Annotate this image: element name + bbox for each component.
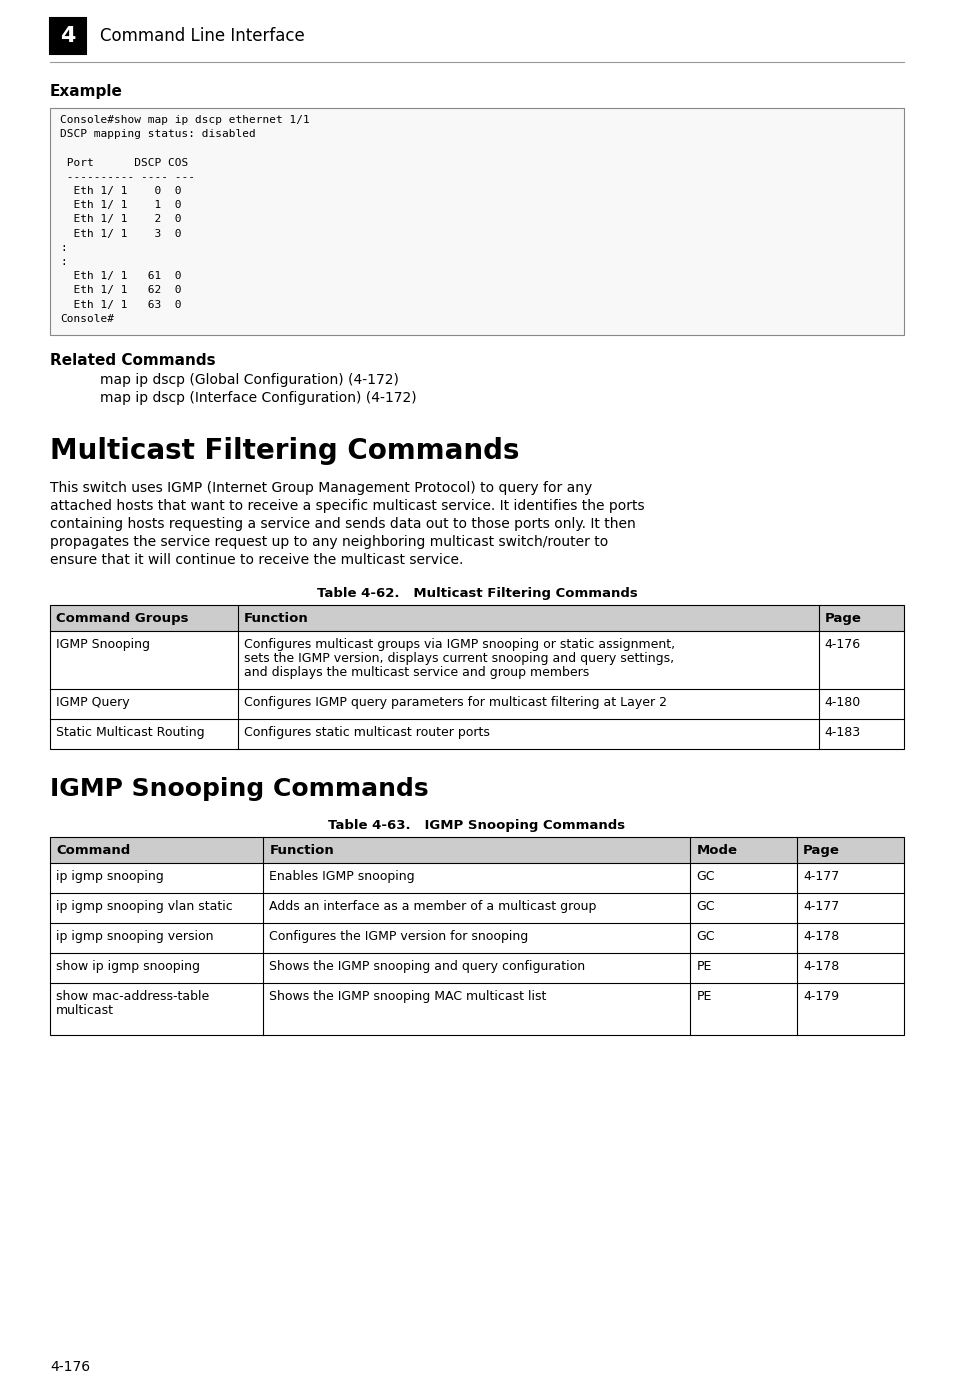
Text: Configures IGMP query parameters for multicast filtering at Layer 2: Configures IGMP query parameters for mul… [244, 695, 666, 709]
Text: Mode: Mode [696, 844, 737, 856]
Text: attached hosts that want to receive a specific multicast service. It identifies : attached hosts that want to receive a sp… [50, 500, 644, 514]
Text: IGMP Snooping Commands: IGMP Snooping Commands [50, 777, 428, 801]
Bar [50, 837, 903, 863]
Text: Console#: Console# [60, 314, 113, 323]
Text: Multicast Filtering Commands: Multicast Filtering Commands [50, 437, 519, 465]
Text: Command Groups: Command Groups [56, 612, 189, 625]
Text: 4-183: 4-183 [823, 726, 860, 738]
Text: Configures multicast groups via IGMP snooping or static assignment,: Configures multicast groups via IGMP sno… [244, 638, 675, 651]
Text: Eth 1/ 1    1  0: Eth 1/ 1 1 0 [60, 200, 181, 210]
Text: IGMP Query: IGMP Query [56, 695, 130, 709]
Text: 4-179: 4-179 [802, 990, 839, 1004]
Text: Example: Example [50, 85, 123, 99]
Text: show mac-address-table: show mac-address-table [56, 990, 209, 1004]
Text: 4-176: 4-176 [823, 638, 860, 651]
Text: ip igmp snooping version: ip igmp snooping version [56, 930, 213, 942]
Text: ---------- ---- ---: ---------- ---- --- [60, 172, 194, 182]
Text: map ip dscp (Interface Configuration) (4-172): map ip dscp (Interface Configuration) (4… [100, 391, 416, 405]
Text: Static Multicast Routing: Static Multicast Routing [56, 726, 204, 738]
Text: ensure that it will continue to receive the multicast service.: ensure that it will continue to receive … [50, 552, 463, 568]
Text: Console#show map ip dscp ethernet 1/1: Console#show map ip dscp ethernet 1/1 [60, 115, 310, 125]
Text: Shows the IGMP snooping and query configuration: Shows the IGMP snooping and query config… [269, 960, 585, 973]
Text: GC: GC [696, 930, 714, 942]
Text: Command: Command [56, 844, 131, 856]
Text: ip igmp snooping: ip igmp snooping [56, 870, 164, 883]
Bar [51, 19, 85, 53]
Text: propagates the service request up to any neighboring multicast switch/router to: propagates the service request up to any… [50, 534, 608, 550]
Text: :: : [60, 257, 67, 266]
Text: Command Line Interface: Command Line Interface [100, 26, 304, 44]
Text: PE: PE [696, 960, 711, 973]
Bar [50, 605, 903, 750]
Text: Port      DSCP COS: Port DSCP COS [60, 158, 188, 168]
Text: Eth 1/ 1    3  0: Eth 1/ 1 3 0 [60, 229, 181, 239]
Text: GC: GC [696, 870, 714, 883]
Text: containing hosts requesting a service and sends data out to those ports only. It: containing hosts requesting a service an… [50, 516, 635, 532]
Text: IGMP Snooping: IGMP Snooping [56, 638, 150, 651]
Text: multicast: multicast [56, 1004, 113, 1017]
Text: DSCP mapping status: disabled: DSCP mapping status: disabled [60, 129, 255, 139]
Text: GC: GC [696, 899, 714, 913]
Text: Shows the IGMP snooping MAC multicast list: Shows the IGMP snooping MAC multicast li… [269, 990, 546, 1004]
Text: 4-177: 4-177 [802, 870, 839, 883]
Text: 4-176: 4-176 [50, 1360, 90, 1374]
Text: Page: Page [802, 844, 840, 856]
Text: 4-177: 4-177 [802, 899, 839, 913]
Text: Eth 1/ 1   62  0: Eth 1/ 1 62 0 [60, 286, 181, 296]
Bar [50, 605, 903, 632]
Text: Table 4-62.   Multicast Filtering Commands: Table 4-62. Multicast Filtering Commands [316, 587, 637, 600]
Text: Configures the IGMP version for snooping: Configures the IGMP version for snooping [269, 930, 528, 942]
Text: 4-180: 4-180 [823, 695, 860, 709]
Text: sets the IGMP version, displays current snooping and query settings,: sets the IGMP version, displays current … [244, 652, 674, 665]
Text: Related Commands: Related Commands [50, 353, 215, 368]
Text: ip igmp snooping vlan static: ip igmp snooping vlan static [56, 899, 233, 913]
Text: Enables IGMP snooping: Enables IGMP snooping [269, 870, 415, 883]
Text: This switch uses IGMP (Internet Group Management Protocol) to query for any: This switch uses IGMP (Internet Group Ma… [50, 482, 592, 496]
Bar [50, 837, 903, 1035]
Bar [50, 18, 86, 54]
Text: Adds an interface as a member of a multicast group: Adds an interface as a member of a multi… [269, 899, 597, 913]
Text: Function: Function [244, 612, 309, 625]
Text: Table 4-63.   IGMP Snooping Commands: Table 4-63. IGMP Snooping Commands [328, 819, 625, 831]
Text: Eth 1/ 1   61  0: Eth 1/ 1 61 0 [60, 271, 181, 282]
Text: and displays the multicast service and group members: and displays the multicast service and g… [244, 666, 589, 679]
Text: map ip dscp (Global Configuration) (4-172): map ip dscp (Global Configuration) (4-17… [100, 373, 398, 387]
Text: Eth 1/ 1    0  0: Eth 1/ 1 0 0 [60, 186, 181, 196]
Text: Configures static multicast router ports: Configures static multicast router ports [244, 726, 489, 738]
Text: 4: 4 [60, 26, 75, 46]
Text: show ip igmp snooping: show ip igmp snooping [56, 960, 200, 973]
Text: Eth 1/ 1   63  0: Eth 1/ 1 63 0 [60, 300, 181, 310]
Text: Page: Page [823, 612, 861, 625]
Bar [50, 108, 903, 335]
Text: :: : [60, 243, 67, 253]
Text: Function: Function [269, 844, 334, 856]
Text: Eth 1/ 1    2  0: Eth 1/ 1 2 0 [60, 214, 181, 225]
Text: 4-178: 4-178 [802, 930, 839, 942]
Text: 4-178: 4-178 [802, 960, 839, 973]
Text: PE: PE [696, 990, 711, 1004]
